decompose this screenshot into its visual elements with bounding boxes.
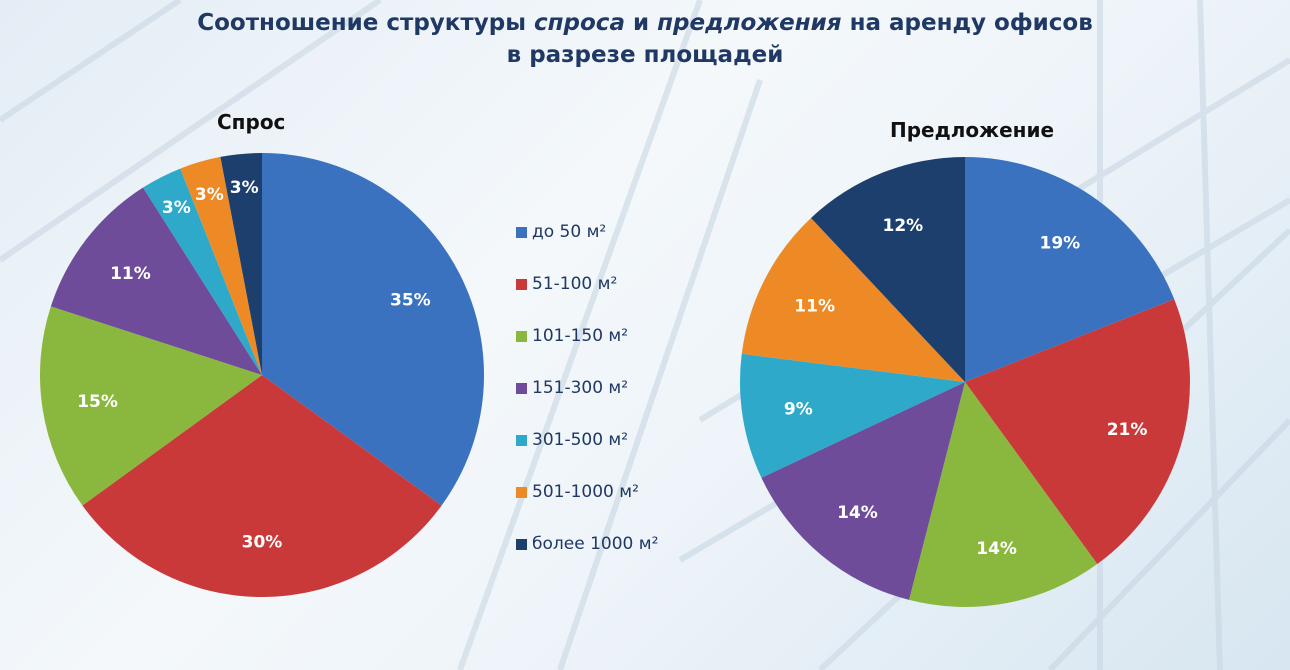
legend-swatch bbox=[516, 382, 527, 394]
pie-0-label-3: 11% bbox=[110, 264, 151, 284]
pie-0-label-4: 3% bbox=[162, 198, 191, 218]
title-supply-word: предложения bbox=[657, 10, 842, 36]
legend-label: 101-150 м² bbox=[532, 326, 629, 346]
title-demand-word: спроса bbox=[534, 10, 625, 36]
pie-1-label-4: 9% bbox=[784, 399, 813, 419]
legend-label: 151-300 м² bbox=[532, 378, 629, 398]
legend-swatch bbox=[516, 434, 527, 446]
supply-chart-title: Предложение bbox=[890, 118, 1055, 142]
pie-1-slice-3 bbox=[761, 382, 965, 600]
pie-0-label-5: 3% bbox=[195, 185, 224, 205]
legend-item: 501-1000 м² bbox=[516, 466, 658, 518]
main-title: Соотношение структуры спроса и предложен… bbox=[0, 8, 1290, 38]
pie-1-slice-5 bbox=[741, 217, 965, 382]
pie-0-slice-0 bbox=[262, 153, 484, 506]
main-title-line2: в разрезе площадей bbox=[506, 42, 784, 68]
pie-1-slice-2 bbox=[909, 382, 1098, 607]
pie-1-label-2: 14% bbox=[976, 539, 1017, 559]
pie-0-label-0: 35% bbox=[390, 290, 431, 310]
title-and: и bbox=[624, 10, 658, 36]
legend-item: 151-300 м² bbox=[516, 362, 658, 414]
title-text: Соотношение структуры bbox=[197, 10, 535, 36]
legend-swatch bbox=[516, 486, 527, 498]
pie-0-label-1: 30% bbox=[242, 533, 283, 553]
pie-1-label-0: 19% bbox=[1040, 233, 1081, 253]
legend-label: 301-500 м² bbox=[532, 430, 629, 450]
legend-swatch bbox=[516, 538, 527, 550]
pie-0-slice-1 bbox=[82, 375, 442, 597]
pie-0-slice-3 bbox=[50, 187, 263, 375]
pie-0-slice-6 bbox=[220, 153, 262, 375]
legend-swatch bbox=[516, 278, 527, 290]
pie-0-slice-5 bbox=[180, 156, 262, 375]
pie-1-slice-0 bbox=[965, 157, 1175, 382]
pie-1-slice-1 bbox=[965, 299, 1190, 565]
pie-1-label-5: 11% bbox=[794, 296, 835, 316]
legend-label: 501-1000 м² bbox=[532, 482, 639, 502]
pie-0-slice-4 bbox=[143, 168, 262, 375]
legend-swatch bbox=[516, 226, 527, 238]
legend-label: 51-100 м² bbox=[532, 274, 618, 294]
legend-swatch bbox=[516, 330, 527, 342]
legend: до 50 м² 51-100 м² 101-150 м² 151-300 м²… bbox=[516, 206, 658, 570]
pie-1-label-6: 12% bbox=[883, 216, 924, 236]
demand-chart-title: Спрос bbox=[217, 110, 286, 134]
pie-0-slice-2 bbox=[40, 306, 262, 506]
pie-1-label-1: 21% bbox=[1107, 420, 1148, 440]
legend-item: 51-100 м² bbox=[516, 258, 658, 310]
legend-item: до 50 м² bbox=[516, 206, 658, 258]
pie-1-slice-6 bbox=[810, 157, 965, 382]
legend-item: более 1000 м² bbox=[516, 518, 658, 570]
pie-1-slice-4 bbox=[740, 353, 965, 478]
legend-label: до 50 м² bbox=[532, 222, 607, 242]
pie-1-label-3: 14% bbox=[837, 503, 878, 523]
pie-0-label-6: 3% bbox=[230, 178, 259, 198]
legend-item: 101-150 м² bbox=[516, 310, 658, 362]
pie-0-label-2: 15% bbox=[77, 392, 118, 412]
legend-item: 301-500 м² bbox=[516, 414, 658, 466]
legend-label: более 1000 м² bbox=[532, 534, 659, 554]
title-text-2: на аренду офисов bbox=[841, 10, 1093, 36]
